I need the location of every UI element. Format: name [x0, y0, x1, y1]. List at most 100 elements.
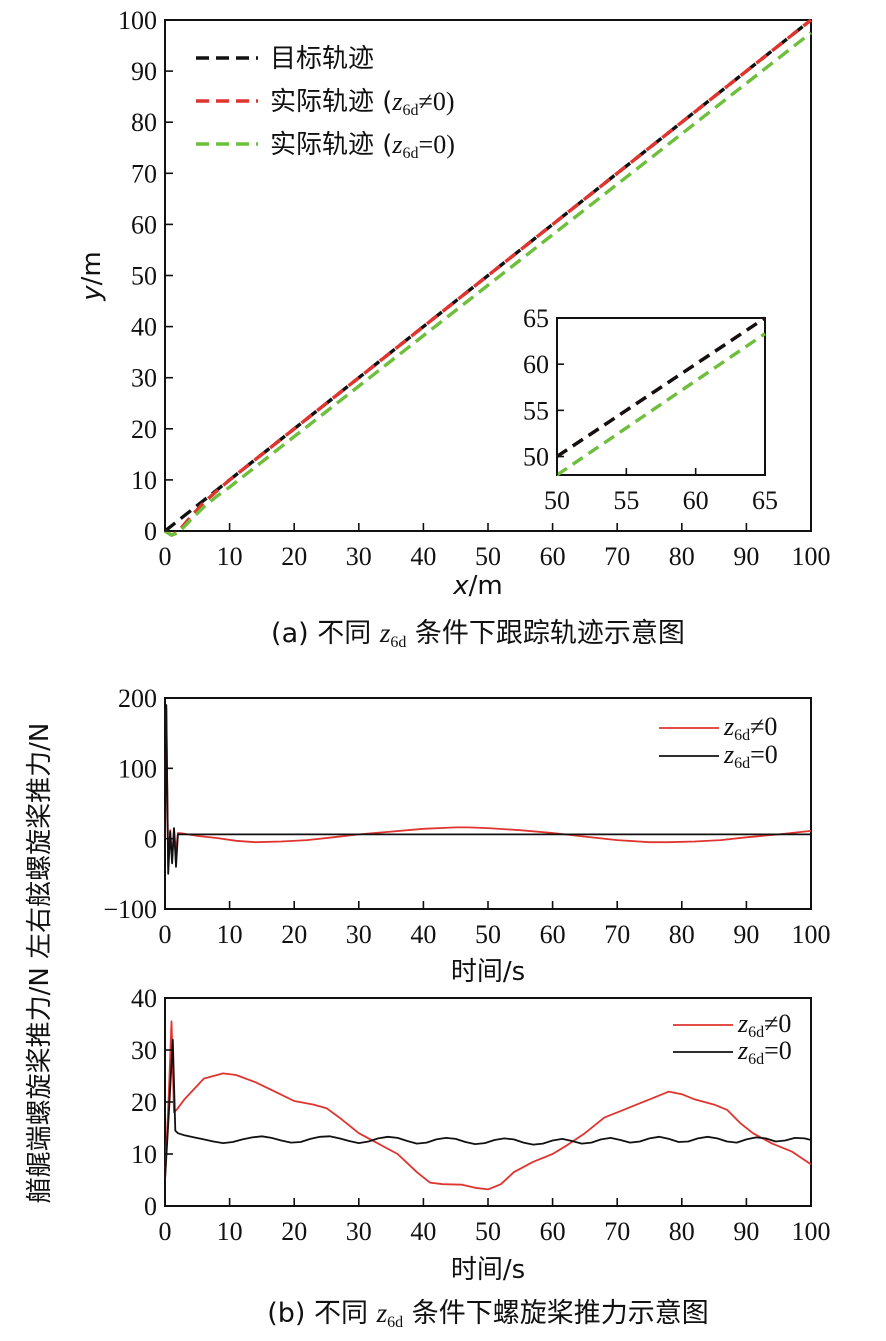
thrust-lateral-ytick-label: 0 — [144, 825, 157, 854]
thrust-lateral-xtick-label: 60 — [540, 920, 566, 949]
trajectory-ytick-label: 50 — [131, 262, 157, 291]
thrust-longitudinal-xtick-label: 60 — [540, 1217, 566, 1246]
thrust-longitudinal-ytick-label: 0 — [144, 1192, 157, 1221]
trajectory-ytick-label: 80 — [131, 108, 157, 137]
thrust-lateral-legend-label: z6d=0 — [723, 740, 778, 772]
thrust-lateral-xtick-label: 70 — [604, 920, 630, 949]
inset-ytick-label: 55 — [523, 396, 549, 425]
trajectory-ytick-label: 90 — [131, 57, 157, 86]
thrust-longitudinal-xtick-label: 50 — [475, 1217, 501, 1246]
inset-series-2 — [556, 332, 766, 477]
trajectory-ytick-label: 70 — [131, 159, 157, 188]
trajectory-xtick-label: 50 — [475, 542, 501, 571]
thrust-lateral-x-axis-label: 时间/s — [451, 957, 525, 987]
trajectory-xtick-label: 80 — [669, 542, 695, 571]
trajectory-legend-label: 目标轨迹 — [270, 44, 374, 74]
thrust-lateral-xtick-label: 40 — [410, 920, 436, 949]
thrust-longitudinal-xtick-label: 70 — [604, 1217, 630, 1246]
trajectory-y-axis-label: y/m — [77, 251, 107, 301]
thrust-lateral-xtick-label: 0 — [159, 920, 172, 949]
inset-series-1 — [556, 316, 766, 458]
thrust-longitudinal-x-axis-label: 时间/s — [451, 1255, 525, 1285]
trajectory-xtick-label: 10 — [217, 542, 243, 571]
thrust-longitudinal-series-1 — [164, 1038, 812, 1181]
trajectory-legend-label: 实际轨迹 (z6d=0) — [270, 130, 455, 162]
trajectory-ytick-label: 30 — [131, 364, 157, 393]
thrust-lateral-legend-label: z6d≠0 — [723, 712, 777, 744]
thrust-longitudinal-xtick-label: 0 — [159, 1217, 172, 1246]
thrust-longitudinal-series-group — [164, 1020, 812, 1191]
thrust-lateral-series-1 — [164, 704, 811, 875]
thrust-longitudinal-xtick-label: 100 — [792, 1217, 831, 1246]
thrust-longitudinal-plot-frame — [164, 997, 812, 1207]
inset-xtick-label: 50 — [544, 486, 570, 515]
thrust-longitudinal-legend-label: z6d≠0 — [737, 1009, 791, 1041]
trajectory-ytick-label: 100 — [118, 6, 157, 35]
trajectory-xtick-label: 0 — [159, 542, 172, 571]
thrust-lateral-xtick-label: 50 — [475, 920, 501, 949]
thrust-longitudinal-series-0 — [164, 1020, 812, 1191]
trajectory-series-2 — [164, 31, 813, 537]
thrust-longitudinal-ytick-label: 40 — [131, 984, 157, 1013]
inset-xtick-label: 60 — [683, 486, 709, 515]
inset-xtick-label: 55 — [613, 486, 639, 515]
thrust-lateral-xtick-label: 10 — [217, 920, 243, 949]
trajectory-ytick-label: 20 — [131, 415, 157, 444]
inset-frame — [556, 317, 766, 476]
thrust-longitudinal-xtick-label: 10 — [217, 1217, 243, 1246]
trajectory-ytick-label: 60 — [131, 210, 157, 239]
inset-ytick-label: 65 — [523, 304, 549, 333]
caption-a: (a) 不同 z6d 条件下跟踪轨迹示意图 — [271, 618, 685, 651]
trajectory-xtick-label: 20 — [281, 542, 307, 571]
trajectory-ytick-label: 0 — [144, 517, 157, 546]
trajectory-xtick-label: 90 — [733, 542, 759, 571]
thrust-lateral-xtick-label: 30 — [346, 920, 372, 949]
thrust-lateral-ytick-label: 100 — [118, 754, 157, 783]
trajectory-ticks: 0 10 20 30 40 50 60 70 80 90 100 0 10 20 30 40 50 60 70 80 9… — [118, 6, 831, 571]
thrust-shared-y-axis-label: 艏艉端螺旋桨推力/N 左右舷螺旋桨推力/N — [25, 723, 55, 1204]
thrust-longitudinal-ytick-label: 30 — [131, 1036, 157, 1065]
caption-b: (b) 不同 z6d 条件下螺旋桨推力示意图 — [267, 1298, 708, 1331]
thrust-lateral-xtick-label: 80 — [669, 920, 695, 949]
trajectory-legend-label: 实际轨迹 (z6d≠0) — [270, 87, 454, 119]
thrust-longitudinal-xtick-label: 40 — [410, 1217, 436, 1246]
trajectory-series-group — [163, 18, 813, 537]
thrust-lateral-ytick-label: −100 — [103, 895, 157, 924]
inset-ytick-label: 60 — [523, 350, 549, 379]
thrust-lateral-xtick-label: 20 — [281, 920, 307, 949]
trajectory-x-axis-label: x/m — [452, 571, 502, 601]
thrust-longitudinal-xtick-label: 30 — [346, 1217, 372, 1246]
inset-ytick-label: 50 — [523, 443, 549, 472]
thrust-longitudinal-xtick-label: 20 — [281, 1217, 307, 1246]
thrust-longitudinal-ytick-label: 10 — [131, 1140, 157, 1169]
trajectory-plot: 0 10 20 30 40 50 60 70 80 90 100 0 10 20 30 40 50 60 70 80 9… — [77, 6, 831, 601]
trajectory-xtick-label: 100 — [792, 542, 831, 571]
trajectory-ytick-label: 40 — [131, 313, 157, 342]
trajectory-inset: 50 55 60 65 50 55 60 65 — [523, 304, 778, 515]
thrust-lateral-ytick-label: 200 — [118, 684, 157, 713]
inset-xtick-label: 65 — [752, 486, 778, 515]
thrust-lateral-series-0 — [164, 707, 812, 868]
trajectory-xtick-label: 30 — [346, 542, 372, 571]
thrust-longitudinal-legend-label: z6d=0 — [737, 1036, 792, 1068]
trajectory-xtick-label: 60 — [540, 542, 566, 571]
trajectory-xtick-label: 70 — [604, 542, 630, 571]
thrust-lateral-xtick-label: 100 — [792, 920, 831, 949]
thrust-longitudinal-ytick-label: 20 — [131, 1088, 157, 1117]
thrust-lateral-series-group — [164, 704, 812, 875]
trajectory-ytick-label: 10 — [131, 466, 157, 495]
thrust-longitudinal-xtick-label: 90 — [733, 1217, 759, 1246]
thrust-longitudinal-xtick-label: 80 — [669, 1217, 695, 1246]
inset-ticks: 50 55 60 65 50 55 60 65 — [523, 304, 778, 515]
inset-series-group — [556, 316, 766, 477]
thrust-lateral-plot-frame — [164, 697, 812, 910]
thrust-lateral-xtick-label: 90 — [733, 920, 759, 949]
